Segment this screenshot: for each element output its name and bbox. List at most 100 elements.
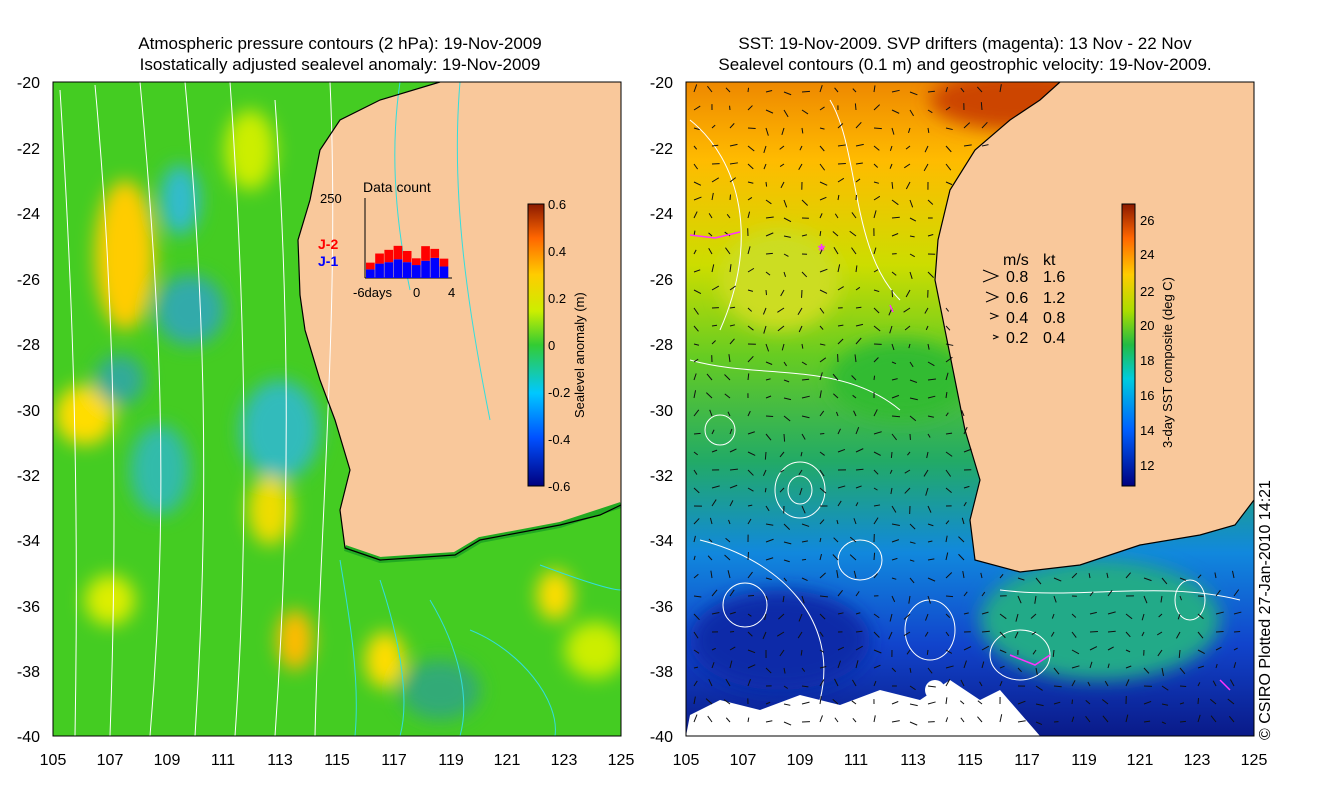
- velocity-arrow: [837, 324, 844, 327]
- velocity-arrow: [819, 127, 825, 130]
- velocity-arrow: [801, 701, 810, 705]
- velocity-arrow: [945, 181, 953, 186]
- velocity-arrow: [1233, 611, 1242, 615]
- velocity-arrow: [729, 611, 736, 615]
- velocity-arrow: [854, 354, 857, 363]
- velocity-arrow: [780, 181, 785, 189]
- velocity-arrow: [837, 428, 841, 435]
- velocity-arrow: [1157, 649, 1163, 657]
- velocity-arrow: [891, 394, 900, 399]
- velocity-arrow: [801, 343, 804, 349]
- velocity-arrow: [891, 289, 894, 298]
- velocity-arrow: [693, 358, 699, 363]
- left-panel-title: Atmospheric pressure contours (2 hPa): 1…: [90, 33, 590, 75]
- velocity-arrow: [980, 572, 983, 579]
- left-x-tick: 105: [40, 752, 67, 769]
- velocity-arrow: [960, 87, 965, 93]
- left-x-tick: 119: [438, 752, 464, 769]
- bar-j2: [421, 246, 430, 261]
- velocity-arrow: [765, 343, 770, 352]
- velocity-arrow: [1071, 613, 1077, 618]
- velocity-arrow: [728, 519, 731, 525]
- velocity-arrow: [891, 378, 898, 381]
- velocity-arrow: [1032, 649, 1037, 655]
- velocity-arrow: [873, 649, 882, 654]
- velocity-arrow: [1035, 703, 1044, 707]
- bar-j1: [430, 257, 440, 278]
- velocity-arrow: [1052, 649, 1055, 658]
- right-x-tick: 121: [1127, 752, 1154, 769]
- sst-cbar-tick: 26: [1140, 213, 1154, 228]
- velocity-arrow: [873, 517, 879, 525]
- velocity-arrow: [903, 613, 911, 620]
- left-y-tick: -38: [17, 664, 40, 681]
- velocity-arrow: [819, 85, 823, 93]
- velocity-arrow: [960, 679, 965, 687]
- sst-land-mass: [935, 82, 1254, 572]
- velocity-arrow: [980, 102, 983, 111]
- velocity-arrow: [927, 523, 934, 527]
- velocity-arrow: [1161, 721, 1166, 725]
- velocity-arrow: [779, 487, 785, 493]
- velocity-arrow: [707, 555, 713, 561]
- left-x-tick: 107: [97, 752, 124, 769]
- velocity-arrow: [903, 631, 911, 637]
- velocity-arrow: [849, 230, 857, 237]
- velocity-arrow: [765, 538, 774, 543]
- velocity-arrow: [1053, 667, 1060, 675]
- data-count-inset: Data count 250 J-2 J-1 -6days 0 4: [318, 179, 455, 300]
- velocity-arrow: [945, 343, 954, 346]
- velocity-arrow: [924, 145, 929, 153]
- velocity-arrow: [693, 145, 698, 150]
- velocity-arrow: [909, 109, 914, 117]
- velocity-arrow: [763, 325, 767, 334]
- velocity-arrow: [1212, 680, 1217, 687]
- velocity-arrow: [855, 612, 861, 615]
- velocity-arrow: [1034, 595, 1037, 604]
- velocity-arrow: [873, 631, 880, 638]
- velocity-arrow: [889, 325, 893, 334]
- velocity-arrow: [904, 325, 911, 331]
- velocity-arrow: [1017, 577, 1025, 581]
- velocity-arrow: [711, 324, 718, 327]
- velocity-arrow: [999, 665, 1005, 669]
- velocity-arrow: [693, 649, 700, 654]
- velocity-arrow: [909, 577, 915, 584]
- velocity-arrow: [765, 720, 773, 723]
- velocity-arrow: [747, 87, 750, 93]
- velocity-arrow: [837, 448, 846, 453]
- velocity-arrow: [711, 124, 716, 129]
- velocity-arrow: [833, 393, 839, 399]
- velocity-arrow: [925, 613, 929, 621]
- velocity-arrow: [747, 431, 755, 435]
- velocity-arrow: [927, 667, 933, 674]
- sla-cbar-tick: 0.6: [548, 197, 566, 212]
- velocity-arrow: [889, 469, 893, 474]
- velocity-arrow: [945, 697, 948, 705]
- velocity-arrow: [832, 554, 839, 561]
- velocity-arrow: [855, 323, 864, 327]
- velocity-arrow: [945, 535, 948, 543]
- velocity-arrow: [1089, 611, 1097, 615]
- legend-kt: 1.6: [1043, 269, 1065, 286]
- velocity-arrow: [1125, 679, 1130, 687]
- legend-ms: 0.8: [1006, 269, 1028, 286]
- velocity-arrow: [1215, 589, 1221, 597]
- velocity-arrow: [1125, 631, 1131, 638]
- velocity-arrow: [855, 194, 858, 201]
- velocity-arrow: [729, 177, 736, 183]
- right-y-tick: -38: [650, 664, 673, 681]
- velocity-arrow: [765, 232, 774, 237]
- velocity-arrow: [852, 679, 857, 687]
- velocity-arrow: [962, 570, 965, 579]
- velocity-arrow: [851, 375, 857, 381]
- sla-cbar-tick: 0.4: [548, 244, 566, 259]
- velocity-arrow: [729, 123, 735, 129]
- velocity-arrow: [1160, 595, 1163, 603]
- velocity-arrow: [1156, 631, 1163, 636]
- sst-cbar-tick: 16: [1140, 388, 1154, 403]
- velocity-arrow: [835, 411, 839, 417]
- velocity-arrow: [1143, 720, 1151, 723]
- velocity-arrow: [711, 499, 717, 507]
- left-y-tick: -28: [17, 337, 40, 354]
